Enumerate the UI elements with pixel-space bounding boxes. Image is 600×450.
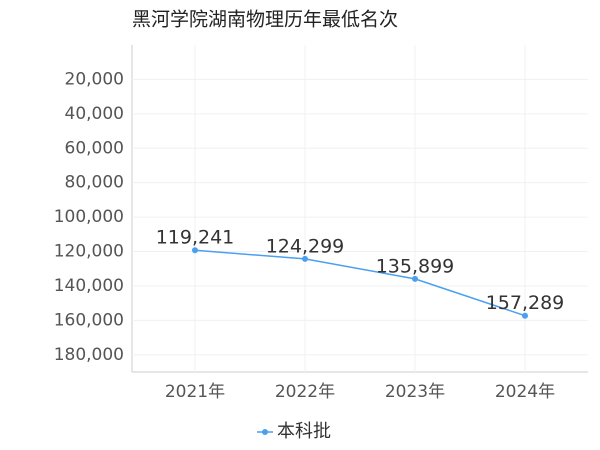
- data-label: 157,289: [486, 292, 565, 314]
- x-tick-label: 2023年: [385, 382, 445, 402]
- data-label: 124,299: [266, 235, 345, 257]
- y-tick-label: 120,000: [54, 242, 124, 262]
- point: [302, 255, 308, 262]
- legend-label: 本科批: [277, 421, 331, 442]
- legend-marker: [262, 429, 268, 435]
- y-tick-label: 40,000: [65, 104, 124, 124]
- point: [412, 275, 418, 282]
- y-tick-label: 180,000: [54, 345, 124, 365]
- y-tick-label: 20,000: [65, 69, 124, 89]
- x-tick-label: 2024年: [495, 382, 555, 402]
- data-label: 135,899: [376, 255, 455, 277]
- y-tick-label: 60,000: [65, 138, 124, 158]
- point: [192, 247, 198, 254]
- x-tick-label: 2021年: [165, 382, 225, 402]
- point: [522, 312, 528, 319]
- y-tick-label: 140,000: [54, 276, 124, 296]
- y-tick-label: 160,000: [54, 310, 124, 330]
- y-tick-label: 100,000: [54, 207, 124, 227]
- x-tick-label: 2022年: [275, 382, 335, 402]
- chart-title: 黑河学院湖南物理历年最低名次: [132, 9, 398, 31]
- y-tick-label: 80,000: [65, 173, 124, 193]
- series-line: [194, 249, 526, 317]
- data-label: 119,241: [156, 227, 235, 249]
